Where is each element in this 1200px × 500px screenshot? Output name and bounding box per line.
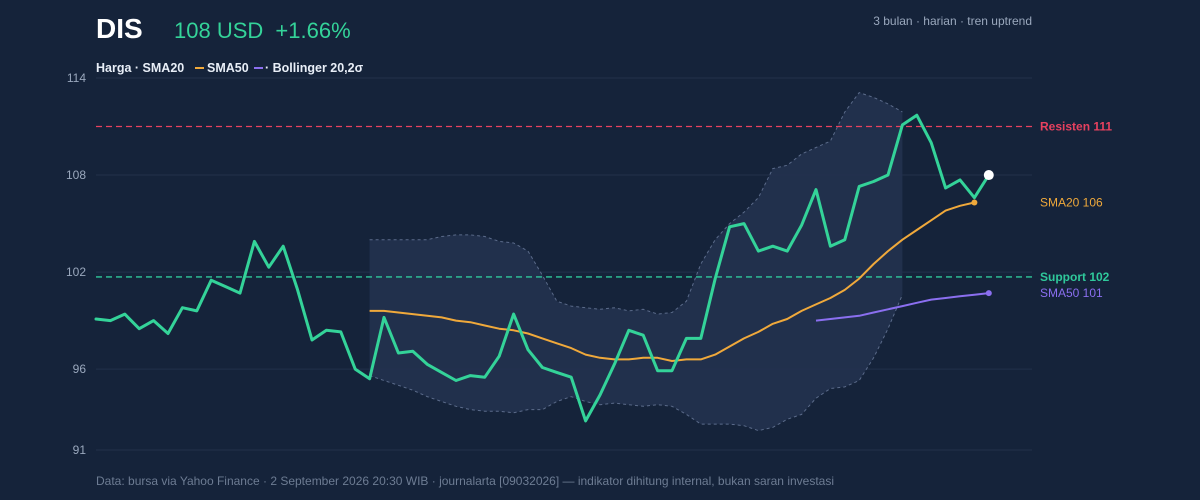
sma20-line-end-dot — [971, 199, 978, 206]
legend-bollinger: · Bollinger 20,2σ — [265, 61, 364, 75]
price-change: +1.66% — [275, 18, 350, 43]
level-label: Resisten 111 — [1040, 120, 1112, 134]
footer-source: Data: bursa via Yahoo Finance · 2 Septem… — [96, 474, 834, 488]
price-display: 108 USD +1.66% — [174, 18, 351, 43]
legend-sma50-label: SMA50 — [207, 61, 249, 75]
sma50-line — [815, 292, 989, 322]
level-label: Support 102 — [1040, 270, 1110, 284]
series-labels: Resisten 111 Support 102 SMA20 106 SMA50 10… — [1040, 120, 1112, 301]
y-tick-label: 102 — [66, 265, 86, 279]
ticker-symbol: DIS — [96, 13, 143, 44]
price-line — [94, 113, 991, 423]
bollinger-upper-line — [369, 92, 903, 315]
sma50-line-end-dot — [985, 290, 992, 297]
legend-bollinger-label: Bollinger 20,2σ — [273, 61, 364, 75]
legend: Harga · SMA20 SMA50 · Bollinger 20,2σ — [96, 61, 364, 75]
y-tick-label: 96 — [73, 362, 87, 376]
bollinger-fill — [369, 92, 903, 431]
legend-sma20-label: SMA20 — [143, 61, 185, 75]
y-tick-label: 91 — [73, 443, 87, 457]
sma20-line — [369, 201, 975, 362]
bollinger-band — [369, 92, 903, 432]
chart-meta: 3 bulan · harian · tren uptrend — [873, 14, 1032, 28]
level-lines — [96, 125, 1032, 278]
sma50-line-end-label: SMA50 101 — [1040, 286, 1103, 300]
price-value: 108 USD — [174, 18, 263, 43]
legend-price: Harga · SMA20 — [96, 61, 184, 75]
series-lines — [94, 113, 994, 423]
price-last-point — [983, 170, 994, 181]
bollinger-lower-line — [369, 294, 903, 432]
y-tick-label: 114 — [67, 71, 86, 85]
y-tick-label: 108 — [66, 168, 86, 182]
sma20-line-end-label: SMA20 106 — [1040, 196, 1103, 210]
legend-price-label: Harga — [96, 61, 132, 75]
